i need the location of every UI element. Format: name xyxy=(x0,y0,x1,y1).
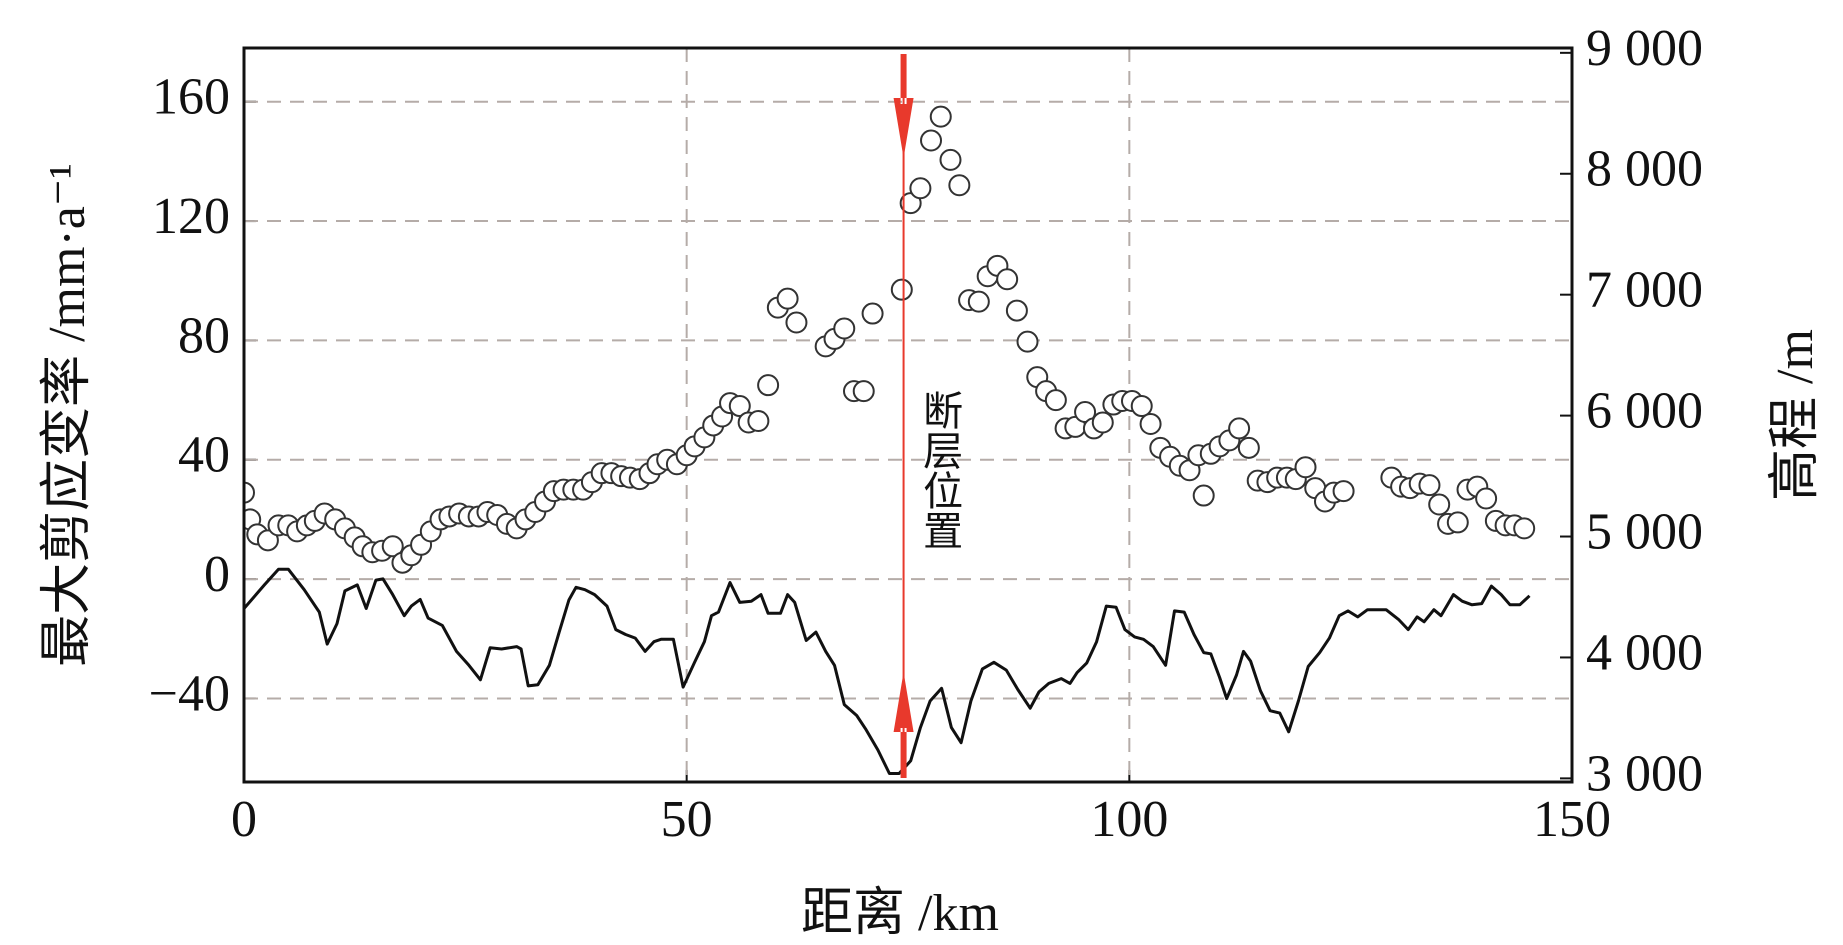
point xyxy=(1016,330,1039,353)
point xyxy=(381,535,404,558)
point xyxy=(1446,511,1469,534)
x-axis-label: 距离 /km xyxy=(801,885,999,942)
point xyxy=(1475,487,1498,510)
point xyxy=(929,105,952,128)
x-tick-label: 0 xyxy=(231,791,257,848)
point xyxy=(747,409,770,432)
y-tick-label: 80 xyxy=(178,307,230,364)
plot xyxy=(244,105,1536,775)
annotation: 断层位置 xyxy=(917,390,962,550)
point xyxy=(1428,493,1451,516)
point xyxy=(939,148,962,171)
arrow-bottom xyxy=(893,672,914,778)
point xyxy=(785,311,808,334)
point xyxy=(757,374,780,397)
point xyxy=(244,481,255,504)
y2-tick-label: 7 000 xyxy=(1586,262,1703,319)
y-tick-label: 120 xyxy=(152,188,230,245)
point xyxy=(1237,436,1260,459)
x-tick-label: 150 xyxy=(1533,791,1611,848)
point xyxy=(1091,411,1114,434)
point xyxy=(1192,484,1215,507)
y-tick-label: 40 xyxy=(178,427,230,484)
y2-tick-label: 5 000 xyxy=(1586,503,1703,560)
point xyxy=(256,529,279,552)
y-tick-label: 160 xyxy=(152,69,230,126)
point xyxy=(1044,389,1067,412)
point xyxy=(833,317,856,340)
y2-tick-label: 6 000 xyxy=(1586,383,1703,440)
y-axis-label: 最大剪应变率 /mm·a⁻¹ xyxy=(39,163,96,667)
point xyxy=(1139,412,1162,435)
x-tick-label: 50 xyxy=(661,791,713,848)
y-tick-label: 0 xyxy=(204,546,230,603)
plot-frame xyxy=(242,46,1574,784)
point xyxy=(890,278,913,301)
point xyxy=(1513,517,1536,540)
point xyxy=(1418,474,1441,497)
y2-tick-label: 9 000 xyxy=(1586,20,1703,77)
point xyxy=(852,380,875,403)
point xyxy=(967,290,990,313)
point xyxy=(1005,299,1028,322)
point xyxy=(909,177,932,200)
point xyxy=(776,287,799,310)
point xyxy=(1294,456,1317,479)
y2-tick-label: 8 000 xyxy=(1586,141,1703,198)
y2-tick-label: 3 000 xyxy=(1586,745,1703,802)
point xyxy=(861,302,884,325)
point xyxy=(1332,480,1355,503)
y2-axis-label: 高程 /m xyxy=(1767,329,1824,501)
y-tick-label: −40 xyxy=(149,665,230,722)
point xyxy=(1228,417,1251,440)
point xyxy=(920,129,943,152)
point xyxy=(996,268,1019,291)
y2-tick-label: 4 000 xyxy=(1586,624,1703,681)
point xyxy=(948,174,971,197)
line xyxy=(244,567,1531,775)
arrow-top xyxy=(893,54,914,158)
point xyxy=(1130,395,1153,418)
x-tick-label: 100 xyxy=(1090,791,1168,848)
